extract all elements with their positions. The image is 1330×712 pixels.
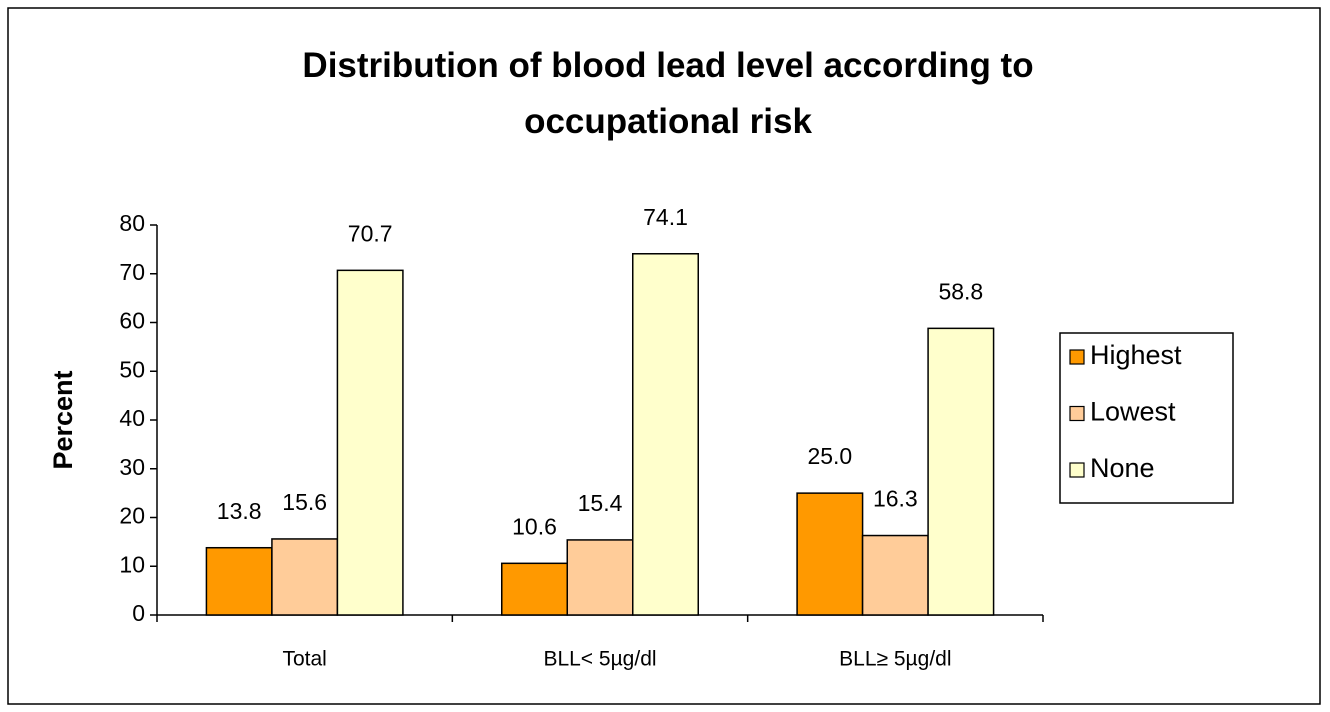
bar: [205, 546, 273, 616]
x-tick-label: Total: [282, 648, 326, 671]
bar: [566, 539, 634, 616]
value-label: 15.6: [282, 489, 327, 515]
bar: [796, 492, 864, 616]
bar: [861, 534, 929, 616]
bar: [336, 269, 404, 616]
chart-title: Distribution of blood lead level accordi…: [302, 46, 1034, 141]
legend-swatch: [1069, 405, 1085, 422]
value-label: 74.1: [643, 204, 688, 230]
y-tick-label: 0: [132, 600, 145, 626]
y-tick-label: 60: [119, 308, 145, 334]
y-tick-label: 30: [119, 454, 145, 480]
legend-label: None: [1090, 453, 1155, 483]
value-label: 13.8: [217, 498, 262, 524]
x-tick-label: BLL< 5µg/dl: [543, 648, 656, 671]
value-label: 25.0: [807, 443, 852, 469]
bar: [501, 562, 568, 616]
y-tick-label: 40: [119, 405, 145, 431]
x-tick-label: BLL≥ 5µg/dl: [839, 648, 951, 671]
value-label: 70.7: [348, 220, 393, 246]
y-tick-label: 10: [119, 551, 145, 577]
value-label: 15.4: [578, 490, 623, 516]
bar: [927, 327, 995, 616]
legend-swatch: [1069, 349, 1085, 365]
y-axis-label: Percent: [48, 370, 78, 469]
y-tick-label: 20: [119, 503, 145, 529]
value-label: 10.6: [512, 513, 557, 539]
legend-label: Lowest: [1090, 397, 1176, 427]
y-tick-label: 70: [119, 259, 145, 285]
value-label: 58.8: [938, 278, 983, 304]
y-tick-label: 80: [119, 210, 145, 236]
value-label: 16.3: [873, 486, 918, 512]
bar: [271, 538, 339, 616]
legend-box: [1059, 332, 1234, 504]
legend-label: Highest: [1090, 340, 1182, 370]
legend-swatch: [1069, 462, 1085, 478]
bar: [632, 253, 699, 616]
y-tick-label: 50: [119, 356, 145, 382]
